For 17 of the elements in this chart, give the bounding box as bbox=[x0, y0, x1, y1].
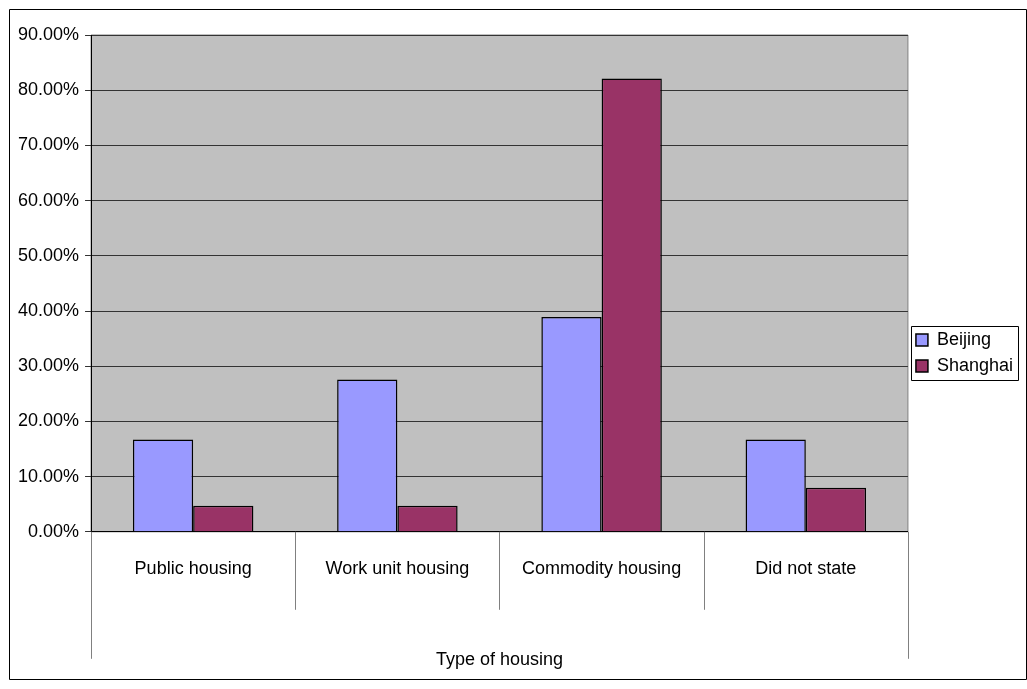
y-tick-label: 90.00% bbox=[17, 23, 80, 44]
y-tick-label: 20.00% bbox=[17, 410, 80, 431]
legend-label: Beijing bbox=[936, 328, 991, 349]
x-axis-title: Type of housing bbox=[435, 649, 564, 670]
y-tick-label: 60.00% bbox=[17, 189, 80, 210]
x-tick-label: Commodity housing bbox=[522, 557, 682, 578]
y-tick-label: 10.00% bbox=[17, 465, 80, 486]
x-tick-label: Did not state bbox=[755, 557, 857, 578]
y-tick-label: 30.00% bbox=[17, 355, 80, 376]
y-tick-label: 0.00% bbox=[28, 520, 80, 541]
y-tick-label: 80.00% bbox=[17, 79, 80, 100]
y-tick-label: 40.00% bbox=[17, 299, 80, 320]
y-tick-label: 50.00% bbox=[17, 244, 80, 265]
legend-label: Shanghai bbox=[936, 354, 1014, 375]
x-tick-label: Public housing bbox=[134, 557, 252, 578]
x-tick-label: Work unit housing bbox=[325, 557, 470, 578]
y-tick-label: 70.00% bbox=[17, 134, 80, 155]
